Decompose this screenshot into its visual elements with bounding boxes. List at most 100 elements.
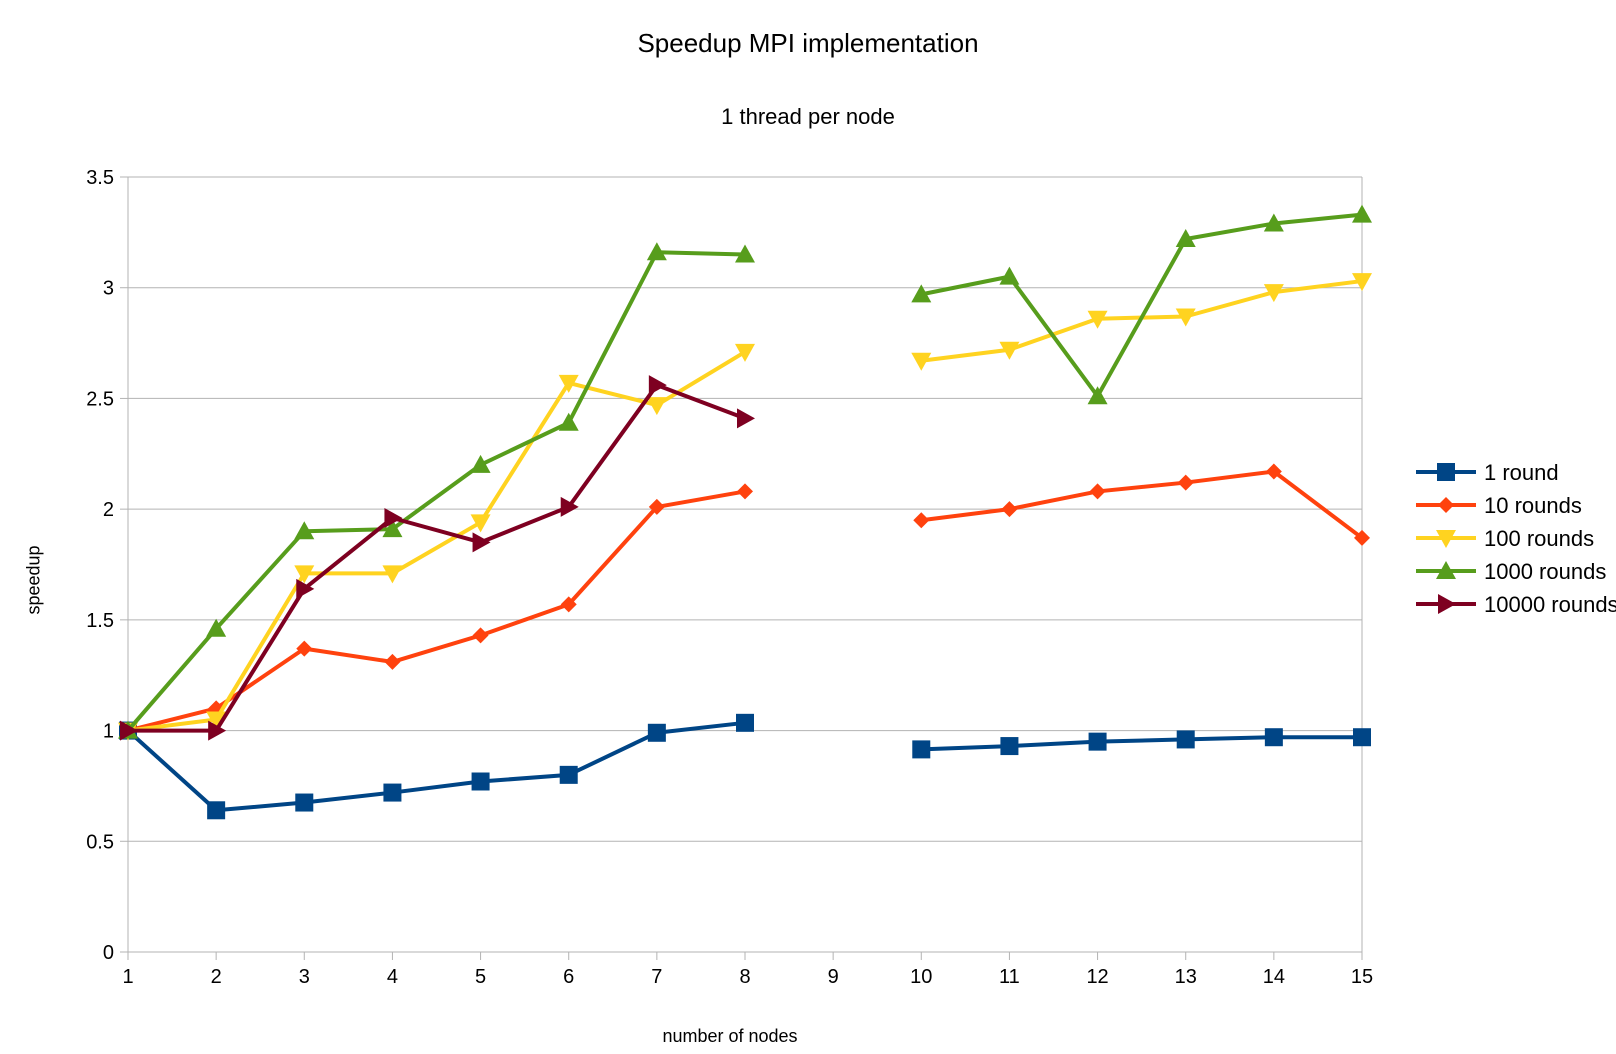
legend-label: 1 round (1484, 459, 1559, 485)
x-tick-label: 5 (475, 966, 486, 988)
series-line-10-rounds (921, 469, 1364, 540)
data-point-10-rounds (737, 483, 753, 500)
x-tick-label: 4 (387, 966, 398, 988)
data-point-10-rounds (1177, 474, 1194, 491)
series-line-10-rounds (127, 489, 746, 733)
legend-swatch (1416, 463, 1476, 481)
y-tick-label: 0 (103, 942, 114, 964)
legend-item: 1000 rounds (1414, 555, 1616, 588)
data-point-10-rounds (296, 640, 313, 657)
series-line-1000-rounds (920, 212, 1363, 399)
data-point-1-round (559, 765, 578, 784)
data-point-1-round (1088, 732, 1107, 751)
data-point-1000-rounds (382, 519, 403, 538)
y-tick-label: 1.5 (86, 610, 114, 632)
legend-swatch (1416, 561, 1476, 579)
chart-title: Speedup MPI implementation (637, 28, 979, 58)
legend: 1 round 10 rounds 100 rounds 1000 rounds 100… (1414, 456, 1616, 621)
x-tick-label: 15 (1351, 966, 1373, 988)
legend-marker (1438, 497, 1454, 513)
x-tick-label: 11 (999, 966, 1020, 988)
y-tick-label: 1 (103, 721, 114, 743)
data-point-1-round (647, 723, 666, 742)
data-point-100-rounds (1263, 284, 1284, 303)
data-point-1000-rounds (470, 454, 491, 473)
y-tick-label: 2.5 (86, 388, 114, 410)
x-axis-label: number of nodes (662, 1026, 798, 1046)
x-tick-label: 1 (122, 966, 133, 988)
data-point-100-rounds (294, 565, 315, 584)
x-tick-label: 8 (739, 966, 750, 988)
x-tick-label: 6 (563, 966, 574, 988)
legend-marker (1436, 530, 1456, 548)
data-point-1000-rounds (1263, 213, 1284, 232)
data-point-10-rounds (1001, 501, 1018, 518)
data-point-10-rounds (913, 512, 930, 529)
y-tick-label: 2 (103, 499, 114, 521)
x-tick-label: 14 (1263, 966, 1285, 988)
data-point-100-rounds (911, 352, 932, 371)
data-point-10000-rounds (296, 578, 315, 599)
data-point-10-rounds (1265, 463, 1282, 480)
series-line-1-round (921, 735, 1362, 752)
data-point-1-round (295, 793, 314, 812)
data-point-10-rounds (560, 596, 577, 613)
data-point-1-round (1353, 728, 1371, 747)
legend-item: 10000 rounds (1414, 588, 1616, 621)
data-point-100-rounds (646, 397, 667, 416)
data-point-100-rounds (999, 341, 1020, 360)
x-tick-label: 13 (1175, 966, 1197, 988)
data-point-1000-rounds (735, 244, 755, 263)
legend-label: 100 rounds (1484, 525, 1595, 551)
data-point-100-rounds (1352, 273, 1372, 292)
data-point-10-rounds (384, 653, 401, 670)
data-point-1000-rounds (1087, 386, 1108, 405)
data-point-10000-rounds (120, 720, 138, 741)
legend-label: 10 rounds (1484, 492, 1582, 518)
data-point-1-round (207, 801, 226, 820)
chart-subtitle: 1 thread per node (721, 104, 895, 129)
data-point-1-round (912, 740, 931, 759)
data-point-10000-rounds (208, 720, 227, 741)
legend-swatch (1416, 497, 1476, 513)
series-line-1000-rounds (126, 250, 746, 732)
x-tick-label: 7 (651, 966, 662, 988)
legend-item: 10 rounds (1414, 489, 1616, 522)
data-point-10000-rounds (560, 496, 579, 517)
x-tick-label: 12 (1086, 966, 1108, 988)
data-point-10-rounds (472, 627, 489, 644)
data-point-1-round (1264, 728, 1283, 747)
data-point-100-rounds (382, 565, 403, 584)
legend-item: 1 round (1414, 456, 1616, 489)
data-point-100-rounds (1175, 308, 1196, 327)
series-line-10000-rounds (128, 383, 746, 733)
series-line-100-rounds (127, 350, 747, 733)
data-point-10000-rounds (737, 408, 755, 429)
data-point-10000-rounds (472, 532, 491, 553)
legend-item: 100 rounds (1414, 522, 1616, 555)
x-tick-label: 10 (910, 966, 932, 988)
data-point-10000-rounds (648, 375, 667, 396)
x-tick-label: 9 (828, 966, 839, 988)
data-point-10-rounds (1089, 483, 1106, 500)
legend-swatch (1416, 594, 1476, 614)
data-point-10000-rounds (384, 508, 403, 528)
data-point-1000-rounds (1352, 204, 1372, 223)
legend-marker (1437, 463, 1455, 481)
y-tick-label: 3 (103, 278, 114, 300)
x-tick-label: 3 (299, 966, 310, 988)
y-axis-label: speedup (23, 545, 44, 615)
data-point-1000-rounds (646, 242, 667, 261)
data-point-1-round (1176, 730, 1195, 749)
data-point-1-round (736, 713, 754, 732)
y-tick-label: 0.5 (86, 831, 114, 853)
data-point-100-rounds (206, 711, 227, 730)
data-point-10-rounds (648, 498, 665, 515)
data-point-100-rounds (735, 343, 755, 362)
data-point-1000-rounds (911, 284, 932, 303)
data-point-100-rounds (470, 514, 491, 533)
data-point-100-rounds (1087, 310, 1108, 329)
series-line-1-round (126, 720, 746, 813)
data-point-10-rounds (1354, 529, 1370, 546)
